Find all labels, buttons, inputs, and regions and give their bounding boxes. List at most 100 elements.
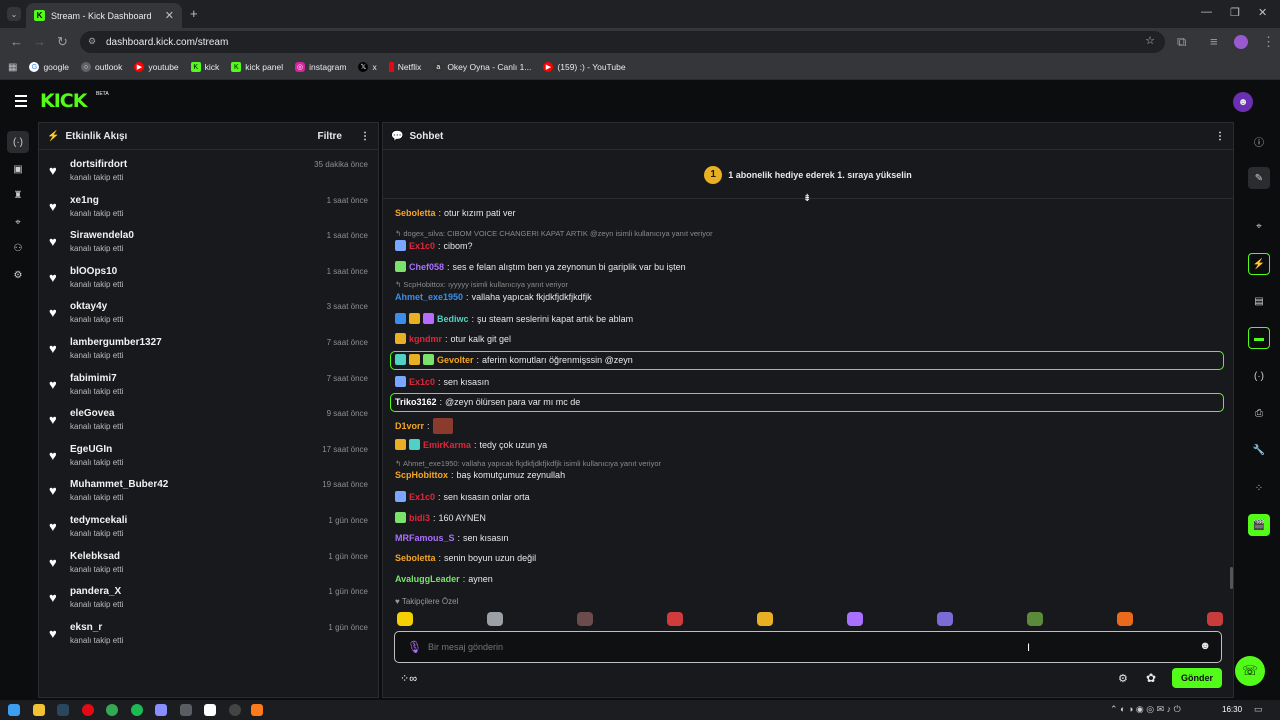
maximize-icon[interactable]: ❐ <box>1230 7 1240 19</box>
clock-app-icon[interactable] <box>229 704 241 716</box>
chat-username[interactable]: Chef058 <box>409 261 445 272</box>
follower-name[interactable]: oktay4y <box>70 301 108 313</box>
kicks-balance[interactable]: ⁘∞ <box>400 673 418 685</box>
notification-icon[interactable]: ▭ <box>1254 704 1263 714</box>
menu-icon[interactable]: ⋮ <box>1262 34 1275 49</box>
broadcast-icon[interactable]: (·) <box>1254 370 1264 382</box>
info-icon[interactable]: ⓘ <box>1254 137 1264 149</box>
windows-start-icon[interactable] <box>8 704 20 716</box>
browser-tab[interactable]: K Stream - Kick Dashboard ✕ <box>26 3 182 28</box>
dashboard-nav-icon[interactable]: ▣ <box>13 163 23 175</box>
chat-message[interactable]: AvaluggLeader: aynen <box>395 574 493 584</box>
crosshair-nav-icon[interactable]: ⌖ <box>15 216 21 228</box>
profile-icon[interactable] <box>1234 35 1248 49</box>
bookmark-outlook[interactable]: ○ outlook <box>80 62 122 72</box>
emote-icon[interactable] <box>667 612 683 626</box>
chat-message[interactable]: bidi3:160 AYNEN <box>395 512 486 523</box>
apps-icon[interactable]: ▦ <box>8 61 18 73</box>
follower-name[interactable]: fabimimi7 <box>70 372 117 384</box>
chat-username[interactable]: MRFamous_S <box>395 533 455 543</box>
reply-context[interactable]: ↰ Ahmet_exe1950: vallaha yapıcak fkjdkfj… <box>395 459 662 468</box>
chat-message[interactable]: Gevolter: aferim komutları öğrenmişssin @… <box>395 354 633 365</box>
bookmark-okey[interactable]: a Okey Oyna - Canlı 1... <box>433 62 531 72</box>
chrome-icon[interactable] <box>106 704 118 716</box>
chat-username[interactable]: Seboletta <box>395 208 436 218</box>
follower-name[interactable]: xe1ng <box>70 194 99 206</box>
activity-item[interactable]: ♥ Sirawendela0 kanalı takip etti 1 saat önc… <box>48 230 368 260</box>
emote-icon[interactable] <box>1027 612 1043 626</box>
chat-message[interactable]: Ex1c0: sen kısasın <box>395 376 489 387</box>
activity-item[interactable]: ♥ EgeUGIn kanalı takip etti 17 saat önce <box>48 444 368 474</box>
follower-name[interactable]: eleGovea <box>70 408 115 420</box>
bookmark-youtube-2[interactable]: ▶ (159) :) - YouTube <box>543 62 626 72</box>
share-icon[interactable]: ⁘ <box>1254 482 1264 494</box>
activity-item[interactable]: ♥ fabimimi7 kanalı takip etti 7 saat önce <box>48 373 368 403</box>
follower-name[interactable]: Muhammet_Buber42 <box>70 479 169 491</box>
emote-icon[interactable] <box>1117 612 1133 626</box>
steam-active-icon[interactable] <box>251 704 263 716</box>
follower-name[interactable]: pandera_X <box>70 586 122 598</box>
stream-nav-icon[interactable]: (·) <box>7 131 29 153</box>
reload-icon[interactable]: ↻ <box>57 34 68 49</box>
activity-item[interactable]: ♥ Muhammet_Buber42 kanalı takip etti 19 saa… <box>48 479 368 509</box>
app-icon[interactable] <box>155 704 167 716</box>
opera-icon[interactable] <box>82 704 94 716</box>
follower-name[interactable]: Kelebksad <box>70 550 121 562</box>
hamburger-menu-icon[interactable] <box>15 95 27 110</box>
reply-context[interactable]: ↰ dogex_silva: CIBOM VOICE CHANGERI KAPA… <box>395 229 713 238</box>
chat-message[interactable]: Ex1c0: sen kısasın onlar orta <box>395 491 530 502</box>
chat-message[interactable]: D1vorr: <box>395 418 453 434</box>
site-info-icon[interactable]: ⚙ <box>88 36 97 46</box>
document-icon[interactable]: ▤ <box>1254 295 1264 307</box>
chat-toggle-icon[interactable]: ▬ <box>1248 327 1270 349</box>
emote-icon[interactable] <box>1207 612 1223 626</box>
emote-icon[interactable] <box>757 612 773 626</box>
more-options-icon[interactable]: ⋮ <box>360 130 370 142</box>
bookmark-star-icon[interactable]: ☆ <box>1145 35 1155 47</box>
chat-message[interactable]: Chef058: ses e felan alıştım ben ya zeyno… <box>395 261 686 272</box>
chat-message-field[interactable] <box>428 639 1168 655</box>
new-tab-icon[interactable]: + <box>190 6 198 21</box>
chat-username[interactable]: Ex1c0 <box>409 240 436 251</box>
bookmark-youtube[interactable]: ▶ youtube <box>134 62 179 72</box>
chat-message[interactable]: Ex1c0: cibom? <box>395 240 473 251</box>
wrench-icon[interactable]: 🔧 <box>1252 444 1266 456</box>
kick-logo[interactable]: KICK <box>40 90 87 112</box>
activity-item[interactable]: ♥ oktay4y kanalı takip etti 3 saat önce <box>48 301 368 331</box>
chat-username[interactable]: Ahmet_exe1950 <box>395 292 464 302</box>
emote-icon[interactable] <box>487 612 503 626</box>
url-input[interactable]: ⚙ dashboard.kick.com/stream ☆ <box>80 31 1165 53</box>
close-window-icon[interactable]: ✕ <box>1258 7 1268 19</box>
pinned-banner[interactable]: 1 1 abonelik hediye ederek 1. sıraya yük… <box>383 151 1233 199</box>
follower-name[interactable]: eksn_r <box>70 621 103 633</box>
spotify-icon[interactable] <box>131 704 143 716</box>
chat-settings-icon[interactable]: ⚙ <box>1118 673 1128 685</box>
file-explorer-icon[interactable] <box>33 704 45 716</box>
chat-username[interactable]: Gevolter <box>437 354 474 365</box>
printer-icon[interactable]: ⎙ <box>1255 407 1263 419</box>
reply-context[interactable]: ↰ ScpHobittox: ıyyyyy isimli kullanıcıya… <box>395 280 569 289</box>
chat-input[interactable]: 🎙 ☻ <box>394 631 1222 663</box>
activity-item[interactable]: ♥ lambergumber1327 kanalı takip etti 7 saat… <box>48 337 368 367</box>
bookmark-instagram[interactable]: ◎ instagram <box>295 62 347 72</box>
chat-username[interactable]: D1vorr <box>395 421 425 431</box>
community-nav-icon[interactable]: ⚇ <box>13 242 23 254</box>
close-tab-icon[interactable]: ✕ <box>164 10 174 22</box>
scroll-down-icon[interactable]: ⇟ <box>803 193 812 204</box>
activity-lightning-icon[interactable]: ⚡ <box>1248 253 1270 275</box>
chat-message[interactable]: EmirKarma: tedy çok uzun ya <box>395 439 547 450</box>
gift-icon[interactable]: ✿ <box>1146 671 1157 685</box>
chat-username[interactable]: ScpHobittox <box>395 470 448 480</box>
taskbar-clock[interactable]: 16:30 <box>1222 705 1243 714</box>
microphone-icon[interactable]: 🎙 <box>407 640 423 654</box>
chat-username[interactable]: EmirKarma <box>423 439 472 450</box>
emote-icon[interactable] <box>847 612 863 626</box>
activity-item[interactable]: ♥ eleGovea kanalı takip etti 9 saat önce <box>48 408 368 438</box>
clapperboard-icon[interactable]: 🎬 <box>1248 514 1270 536</box>
activity-item[interactable]: ♥ blOOps10 kanalı takip etti 1 saat önce <box>48 266 368 296</box>
chat-message[interactable]: Seboletta: otur kızım pati ver <box>395 208 516 218</box>
user-avatar[interactable]: ☻ <box>1233 92 1253 112</box>
chat-username[interactable]: AvaluggLeader <box>395 574 460 584</box>
